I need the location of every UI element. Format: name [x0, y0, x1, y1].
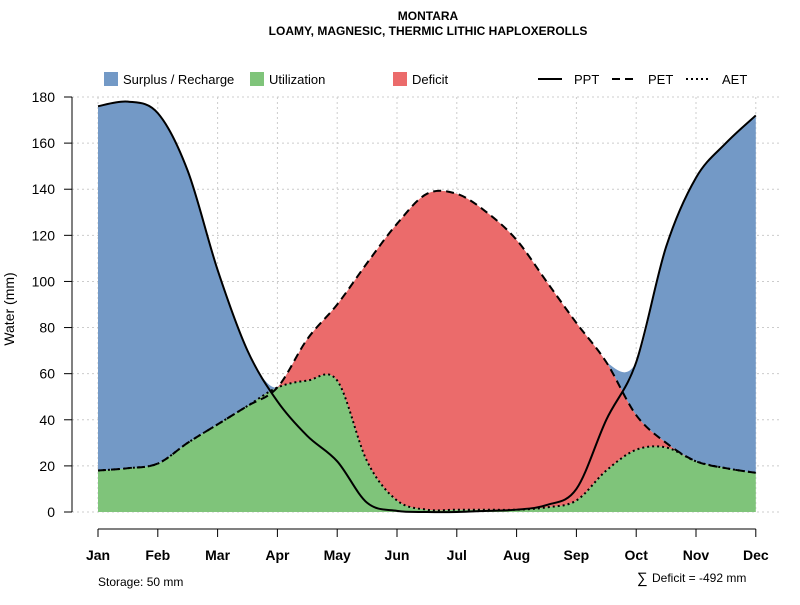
x-tick-label-nov: Nov — [683, 547, 710, 563]
sum-icon: ∑ — [637, 570, 648, 587]
x-tick-label-aug: Aug — [503, 547, 530, 563]
legend-item-ppt: PPT — [538, 72, 599, 87]
x-tick-label-jan: Jan — [86, 547, 110, 563]
x-tick-label-feb: Feb — [145, 547, 170, 563]
legend-swatch — [393, 72, 407, 86]
storage-note: Storage: 50 mm — [98, 575, 183, 589]
y-tick-label: 80 — [39, 320, 55, 336]
legend-swatch — [250, 72, 264, 86]
area-fill-layer — [98, 101, 756, 512]
y-tick-label: 60 — [39, 366, 55, 382]
legend-item-utilization: Utilization — [250, 72, 325, 87]
series-line-layer — [97, 100, 757, 514]
legend-label: Utilization — [269, 72, 325, 87]
legend-label: AET — [722, 72, 747, 87]
legend-label: PET — [648, 72, 673, 87]
series-line-ppt — [97, 100, 757, 514]
y-tick-label: 180 — [32, 89, 56, 105]
legend-item-surplus-recharge: Surplus / Recharge — [104, 72, 234, 87]
x-tick-label-dec: Dec — [743, 547, 769, 563]
x-tick-label-sep: Sep — [564, 547, 590, 563]
series-line-aet — [97, 373, 756, 512]
y-axis-label: Water (mm) — [1, 272, 17, 345]
axis-layer: 0 20 40 60 80 100 120 140 160 180 Jan Feb Mar Apr May J… — [32, 89, 769, 563]
y-tick-label: 100 — [32, 273, 56, 289]
deficit-total-note: Deficit = -492 mm — [652, 571, 746, 585]
y-tick-label: 160 — [32, 135, 56, 151]
y-tick-label: 20 — [39, 458, 55, 474]
legend-item-aet: AET — [686, 72, 747, 87]
y-tick-label: 0 — [47, 504, 55, 520]
x-tick-label-apr: Apr — [265, 547, 290, 563]
y-tick-label: 120 — [32, 227, 56, 243]
legend-label: Deficit — [412, 72, 449, 87]
deficit-area — [98, 190, 756, 511]
x-tick-label-oct: Oct — [625, 547, 649, 563]
legend-item-deficit: Deficit — [393, 72, 449, 87]
legend-item-pet: PET — [612, 72, 673, 87]
x-tick-label-jun: Jun — [385, 547, 410, 563]
y-tick-label: 40 — [39, 412, 55, 428]
chart-title: MONTARA — [398, 9, 459, 23]
x-tick-label-mar: Mar — [205, 547, 230, 563]
y-tick-label: 140 — [32, 181, 56, 197]
x-tick-label-may: May — [324, 547, 351, 563]
legend: Surplus / Recharge Utilization Deficit PPT P… — [104, 72, 747, 87]
legend-label: Surplus / Recharge — [123, 72, 234, 87]
x-tick-label-jul: Jul — [447, 547, 467, 563]
legend-swatch — [104, 72, 118, 86]
legend-label: PPT — [574, 72, 599, 87]
utilization-area — [98, 374, 756, 512]
chart-subtitle: LOAMY, MAGNESIC, THERMIC LITHIC HAPLOXER… — [269, 24, 588, 38]
